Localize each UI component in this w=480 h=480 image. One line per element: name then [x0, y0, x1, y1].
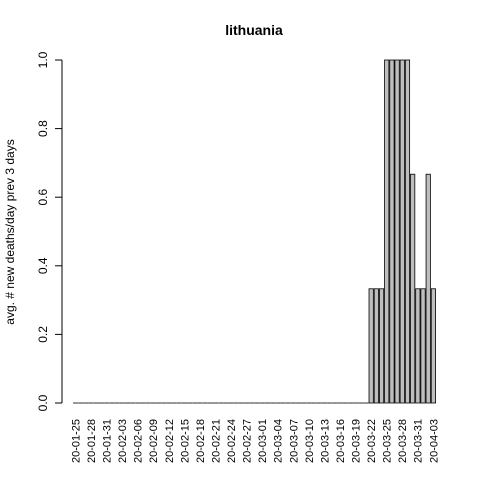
x-tick-label: 20-03-22 — [366, 419, 378, 463]
x-tick-label: 20-03-01 — [257, 419, 269, 463]
bar — [420, 288, 426, 404]
y-tick-label: 0.4 — [36, 257, 50, 274]
chart-title: lithuania — [225, 22, 283, 38]
x-tick-label: 20-02-27 — [242, 419, 254, 463]
x-tick-label: 20-02-09 — [148, 419, 160, 463]
x-tick-label: 20-02-24 — [226, 419, 238, 463]
x-tick-label: 20-03-16 — [335, 419, 347, 463]
x-tick-label: 20-04-03 — [428, 419, 440, 463]
y-tick-label: 0.6 — [36, 189, 50, 206]
x-tick-label: 20-03-13 — [319, 419, 331, 463]
x-tick-label: 20-01-25 — [70, 419, 82, 463]
bar — [368, 288, 374, 404]
bars-group — [73, 59, 436, 404]
x-tick-label: 20-02-21 — [210, 419, 222, 463]
x-tick-label: 20-03-25 — [382, 419, 394, 463]
bar — [430, 288, 436, 404]
bar — [425, 173, 431, 404]
x-tick-label: 20-03-07 — [288, 419, 300, 463]
bar — [415, 288, 421, 404]
y-tick-label: 0.2 — [36, 326, 50, 343]
bar — [389, 59, 395, 404]
x-tick-label: 20-01-31 — [102, 419, 114, 463]
bar — [394, 59, 400, 404]
x-tick-label: 20-02-18 — [195, 419, 207, 463]
bar — [384, 59, 390, 404]
x-tick-label: 20-03-10 — [304, 419, 316, 463]
y-tick-label: 0.8 — [36, 120, 50, 137]
x-tick-label: 20-03-31 — [413, 419, 425, 463]
y-tick-label: 0.0 — [36, 394, 50, 411]
x-tick-label: 20-01-28 — [86, 419, 98, 463]
y-tick-label: 1.0 — [36, 51, 50, 68]
x-tick-label: 20-03-04 — [273, 419, 285, 463]
bar — [410, 173, 416, 404]
y-axis-label: avg. # new deaths/day prev 3 days — [3, 139, 17, 324]
x-tick-label: 20-02-12 — [164, 419, 176, 463]
x-tick-label: 20-02-15 — [179, 419, 191, 463]
x-tick-label: 20-03-19 — [350, 419, 362, 463]
bar — [373, 288, 379, 404]
x-tick-label: 20-03-28 — [397, 419, 409, 463]
x-tick-label: 20-02-03 — [117, 419, 129, 463]
bar — [378, 288, 385, 404]
bar — [404, 59, 411, 404]
bar — [399, 59, 405, 404]
x-axis: 20-01-25 20-01-28 20-01-31 20-02-03 20-02-06… — [70, 419, 440, 463]
y-axis: 0.0 0.2 0.4 0.6 0.8 1.0 — [36, 51, 63, 411]
x-tick-label: 20-02-06 — [133, 419, 145, 463]
